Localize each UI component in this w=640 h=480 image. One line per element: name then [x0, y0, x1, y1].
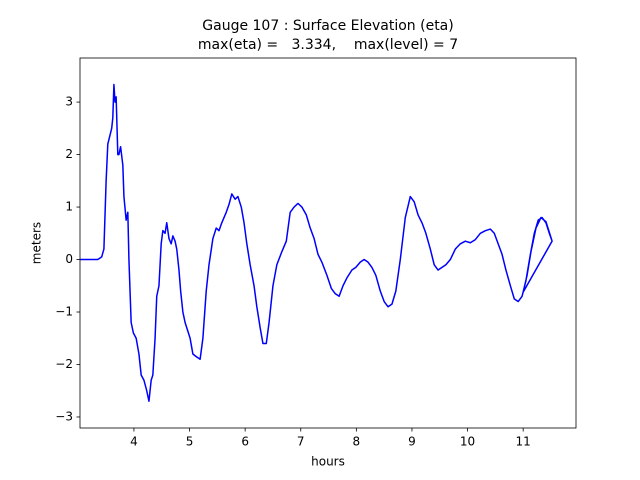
y-tick-label: 2: [65, 147, 73, 161]
chart-title: Gauge 107 : Surface Elevation (eta): [202, 18, 453, 34]
chart-subtitle: max(eta) = 3.334, max(level) = 7: [198, 37, 458, 53]
x-tick-label: 9: [408, 435, 416, 449]
x-tick-label: 7: [297, 435, 305, 449]
x-tick-label: 8: [353, 435, 361, 449]
y-tick-label: 1: [65, 200, 73, 214]
y-tick-label: 0: [65, 252, 73, 266]
y-tick-label: −3: [55, 409, 73, 423]
x-tick-label: 11: [516, 435, 531, 449]
y-tick-label: −1: [55, 305, 73, 319]
y-axis-label: meters: [30, 222, 44, 264]
x-tick-label: 5: [186, 435, 194, 449]
y-tick-label: 3: [65, 95, 73, 109]
x-axis-label: hours: [311, 455, 345, 469]
x-tick-label: 4: [130, 435, 138, 449]
y-tick-label: −2: [55, 357, 73, 371]
data-line: [80, 83, 553, 402]
x-tick-label: 10: [460, 435, 475, 449]
x-tick-label: 6: [241, 435, 249, 449]
axes-frame: [79, 57, 577, 429]
